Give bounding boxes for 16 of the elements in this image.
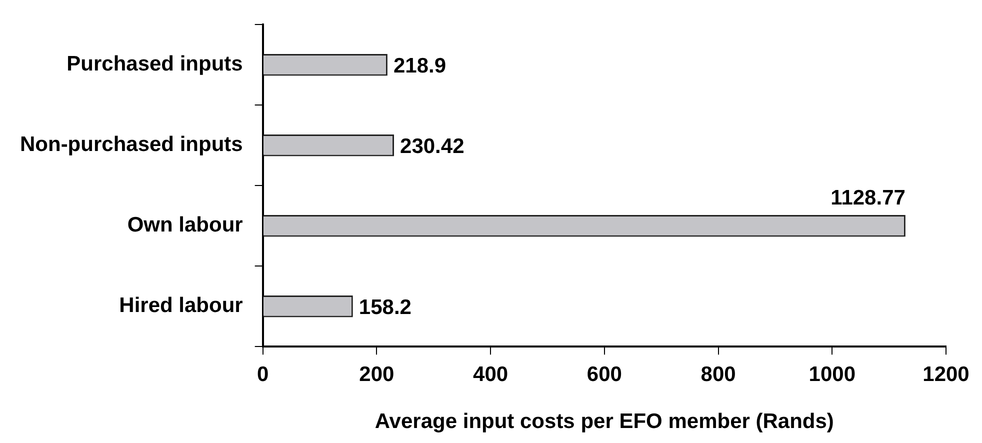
data-label: 218.9 bbox=[393, 54, 446, 78]
y-tick-label: Hired labour bbox=[119, 294, 243, 318]
data-label: 1128.77 bbox=[830, 186, 906, 210]
x-tick-label: 1200 bbox=[922, 362, 970, 386]
x-axis-title: Average input costs per EFO member (Rands) bbox=[374, 410, 834, 434]
x-tick-label: 200 bbox=[359, 362, 394, 386]
x-tick-label: 800 bbox=[700, 362, 736, 386]
x-tick-label: 0 bbox=[256, 362, 269, 386]
y-tick-label: Purchased inputs bbox=[66, 52, 243, 76]
y-tick-label: Own labour bbox=[127, 214, 243, 237]
x-tick-label: 400 bbox=[473, 362, 508, 386]
x-tick-label: 600 bbox=[586, 362, 622, 386]
x-tick-label: 1000 bbox=[808, 362, 856, 386]
data-label: 230.42 bbox=[400, 135, 464, 158]
data-label: 158.2 bbox=[358, 296, 412, 320]
y-tick-label: Non-purchased inputs bbox=[20, 133, 243, 156]
